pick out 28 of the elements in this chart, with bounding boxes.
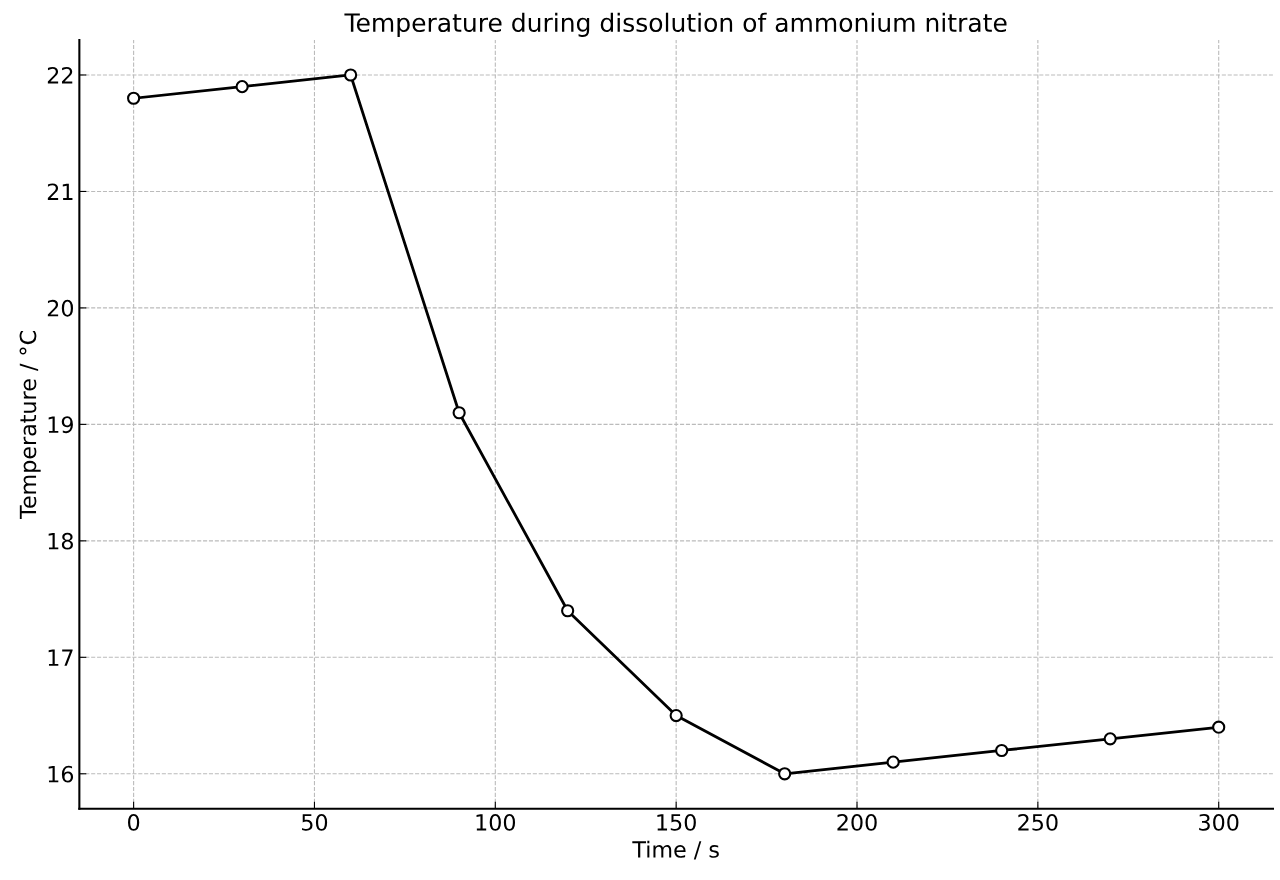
x-tick-label: 200 (837, 813, 877, 831)
x-axis-title: Time / s (632, 840, 719, 860)
point (778, 767, 792, 781)
y-tick-label: 22 (47, 66, 73, 84)
point (127, 91, 141, 105)
y-axis-title: Temperature / °C (19, 331, 41, 519)
x-tick-label: 300 (1199, 813, 1239, 831)
y-tick-label: 21 (47, 183, 73, 200)
y-tick-label: 20 (47, 299, 74, 317)
point (1212, 720, 1226, 734)
y-tick-label: 17 (48, 649, 73, 666)
x-tick-label: 250 (1018, 813, 1058, 831)
point (235, 80, 249, 94)
point (995, 743, 1009, 758)
x-tick-label: 150 (657, 813, 696, 831)
point (886, 755, 900, 769)
point (561, 604, 575, 618)
point (1103, 732, 1117, 746)
chart-title: Temperature during dissolution of ammonium nitrate (344, 12, 1007, 37)
point (344, 68, 358, 82)
x-tick-label: 50 (302, 813, 328, 831)
point (669, 708, 683, 723)
x-tick-label: 100 (476, 813, 516, 831)
y-tick-label: 18 (48, 532, 73, 550)
point (452, 406, 466, 420)
x-tick-label: 0 (128, 813, 140, 831)
y-tick-label: 19 (48, 416, 73, 434)
y-tick-label: 16 (48, 765, 74, 783)
